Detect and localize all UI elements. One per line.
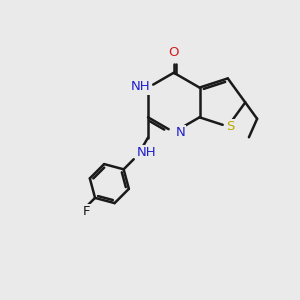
Text: F: F bbox=[82, 205, 90, 218]
Text: NH: NH bbox=[137, 146, 157, 159]
Text: S: S bbox=[226, 120, 234, 133]
Text: NH: NH bbox=[131, 80, 150, 94]
Text: N: N bbox=[176, 126, 185, 139]
Text: O: O bbox=[169, 46, 179, 59]
